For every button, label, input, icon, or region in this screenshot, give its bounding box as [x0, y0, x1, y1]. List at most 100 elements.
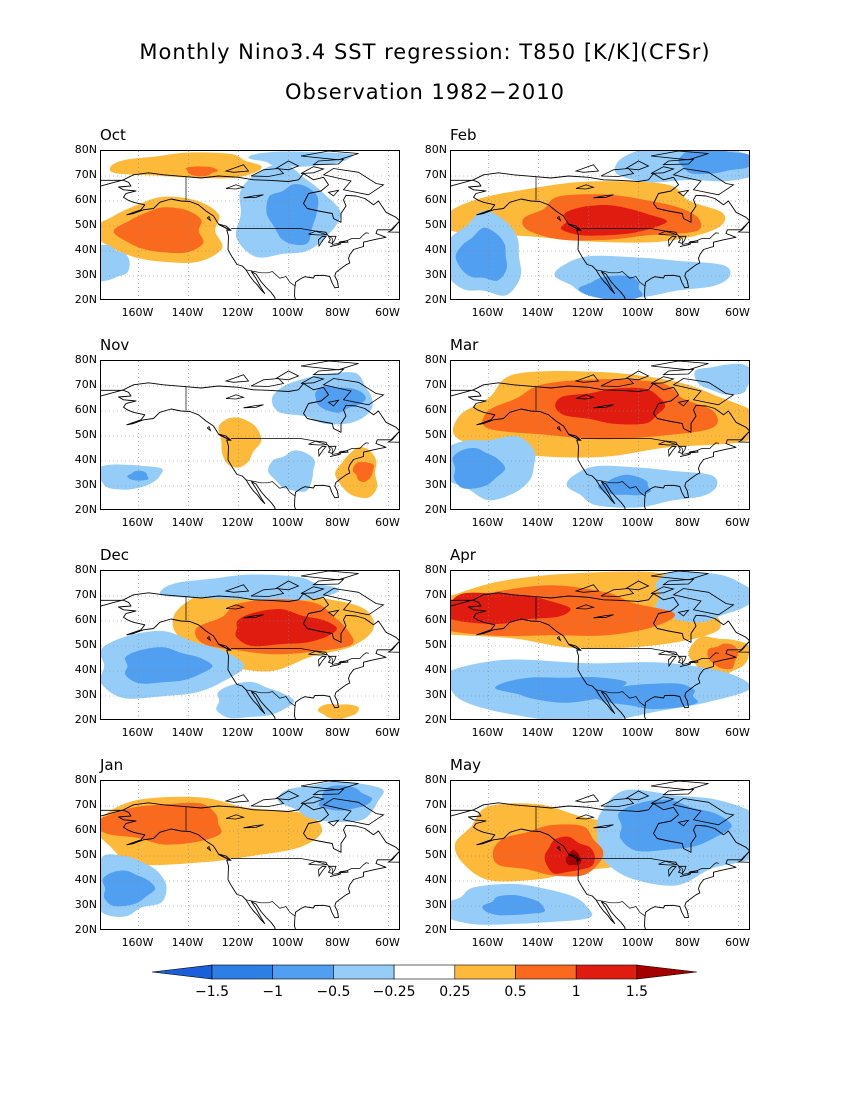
longitude-tick-label: 80W [325, 516, 350, 529]
country-border [581, 228, 720, 245]
coastline-feature [574, 794, 600, 803]
anomaly-contour-region [352, 461, 374, 483]
coastline-feature [600, 168, 635, 177]
anomaly-contour-region [452, 448, 506, 489]
longitude-tick-label: 80W [325, 726, 350, 739]
panel-month-label: May [450, 756, 482, 774]
panel-month-label: Dec [100, 546, 130, 564]
coastline-feature [672, 588, 735, 616]
longitude-tick-label: 100W [621, 516, 654, 529]
coastline-feature [593, 824, 614, 829]
map-frame [450, 570, 750, 720]
longitude-tick-label: 60W [375, 936, 400, 949]
longitude-tick-label: 160W [471, 516, 504, 529]
coastline-feature [575, 604, 595, 610]
coastline-feature [677, 235, 687, 244]
coastline-feature [225, 394, 245, 400]
coastline-feature [668, 655, 677, 668]
anomaly-contour-region [113, 207, 204, 254]
panel-month-label: Mar [450, 336, 479, 354]
coastline-feature [300, 376, 325, 384]
coastline-feature [225, 814, 245, 820]
coastline-feature [224, 584, 250, 593]
latitude-tick-label: 50N [74, 848, 97, 861]
coastline-feature [274, 160, 300, 171]
longitude-tick-label: 140W [521, 726, 554, 739]
latitude-tick-label: 70N [74, 168, 97, 181]
anomaly-contour-region [185, 166, 218, 177]
coastline-feature [575, 814, 595, 820]
colorbar-segment [393, 964, 456, 980]
longitude-tick-label: 100W [271, 516, 304, 529]
coastline-feature [322, 168, 385, 196]
map-panel: Oct 80N 70N 60N 50N 40N 30N 20N 160W 140W 120W 100W… [75, 126, 400, 319]
coastline-feature [650, 361, 709, 371]
latitude-tick-label: 70N [424, 588, 447, 601]
anomaly-contour-region [617, 799, 732, 852]
anomaly-contour-region [218, 417, 262, 468]
coastline-feature [243, 404, 264, 409]
longitude-tick-label: 80W [325, 306, 350, 319]
coastline-feature [225, 604, 245, 610]
coastline-feature [243, 194, 264, 199]
anomaly-contour-region [560, 205, 668, 236]
coastline [451, 592, 749, 719]
longitude-tick-label: 80W [675, 936, 700, 949]
country-border [245, 269, 296, 287]
coastline-feature [337, 240, 349, 244]
coastline-feature [650, 796, 675, 804]
longitude-tick-label: 80W [675, 306, 700, 319]
anomaly-contour-region [101, 244, 130, 282]
panel-month-label: Apr [450, 546, 476, 564]
longitude-tick-label: 140W [171, 306, 204, 319]
coastline-feature [218, 854, 231, 861]
country-border [595, 899, 646, 917]
anomaly-contour-region [159, 574, 340, 601]
latitude-tick-label: 20N [74, 923, 97, 936]
colorbar-segment [454, 964, 516, 980]
coastline-feature [679, 243, 692, 248]
coastline [101, 172, 399, 299]
coastline-feature [668, 865, 677, 878]
colorbar-segment [575, 964, 638, 980]
coastline-feature [318, 235, 327, 248]
longitude-tick-label: 140W [171, 936, 204, 949]
anomaly-contour-region [124, 647, 213, 684]
coastline-feature [308, 440, 328, 446]
longitude-tick-label: 160W [121, 306, 154, 319]
latitude-tick-label: 80N [74, 353, 97, 366]
coastline-feature [250, 168, 285, 177]
longitude-tick-label: 140W [171, 516, 204, 529]
latitude-tick-label: 50N [424, 848, 447, 861]
country-border [581, 648, 720, 665]
anomaly-contour-region [109, 152, 262, 179]
latitude-tick-label: 80N [74, 143, 97, 156]
anomaly-contour-region [694, 363, 749, 395]
longitude-tick-label: 60W [375, 516, 400, 529]
colorbar [151, 964, 697, 980]
country-border [581, 438, 720, 455]
coastline-feature [568, 644, 581, 651]
longitude-tick-label: 120W [571, 726, 604, 739]
coastline-feature [677, 445, 687, 454]
coastline-feature [300, 571, 359, 581]
anomaly-map [451, 151, 749, 299]
anomaly-contour-region [482, 894, 546, 916]
latitude-tick-label: 50N [424, 218, 447, 231]
latitude-tick-label: 70N [74, 588, 97, 601]
latitude-tick-label: 30N [74, 898, 97, 911]
coastline-feature [679, 663, 692, 668]
coastline-feature [593, 404, 614, 409]
figure-title: Monthly Nino3.4 SST regression: T850 [K/… [139, 40, 711, 64]
map-panel: Mar 80N 70N 60N 50N 40N 30N 20N 160W 140W 120W 100W… [425, 336, 750, 529]
coastline-feature [600, 588, 635, 597]
colorbar-segment [272, 964, 334, 980]
coastline-feature [568, 854, 581, 861]
coastline-feature [679, 453, 692, 458]
coastline-feature [308, 650, 328, 656]
latitude-tick-label: 30N [424, 898, 447, 911]
longitude-tick-label: 60W [375, 726, 400, 739]
country-border [581, 858, 720, 875]
panel-month-label: Feb [450, 126, 477, 144]
coastline-feature [225, 184, 245, 190]
